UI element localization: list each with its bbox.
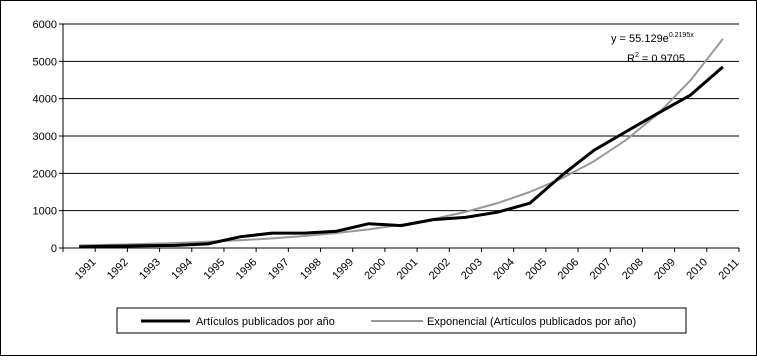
series-lines bbox=[79, 38, 724, 249]
x-tick-label-1995: 1995 bbox=[201, 256, 227, 282]
equation-text: y = 55.129e bbox=[611, 33, 669, 45]
legend-label-articulos: Artículos publicados por año bbox=[196, 316, 335, 328]
x-tick-label-2010: 2010 bbox=[684, 256, 710, 282]
axes bbox=[59, 23, 740, 252]
y-tick-label-1000: 1000 bbox=[33, 206, 57, 218]
equation-exponent: 0.2195x bbox=[669, 32, 694, 39]
r2-superscript: 2 bbox=[635, 52, 639, 59]
x-tick-label-1992: 1992 bbox=[105, 256, 131, 282]
x-tick-label-1997: 1997 bbox=[266, 256, 292, 282]
series-line-articulos bbox=[79, 65, 724, 249]
x-tick-label-2002: 2002 bbox=[427, 256, 453, 282]
legend: Artículos publicados por año Exponencial… bbox=[116, 307, 687, 334]
y-tick-labels: 0 1000 2000 3000 4000 5000 6000 bbox=[33, 19, 57, 255]
x-tick-label-2011: 2011 bbox=[717, 257, 742, 282]
x-tick-label-2009: 2009 bbox=[652, 256, 678, 282]
r-squared-text: R2 = 0.9705 bbox=[627, 52, 685, 65]
x-tick-label-1998: 1998 bbox=[298, 256, 324, 282]
x-tick-label-2000: 2000 bbox=[362, 256, 388, 282]
x-tick-label-2004: 2004 bbox=[491, 256, 517, 282]
x-tick-label-2006: 2006 bbox=[556, 256, 582, 282]
gridlines bbox=[63, 23, 739, 212]
y-tick-label-2000: 2000 bbox=[33, 168, 57, 180]
x-tick-label-2008: 2008 bbox=[620, 256, 646, 282]
r2-value: = 0.9705 bbox=[639, 53, 685, 65]
x-tick-labels: 1991 1992 1993 1994 1995 1996 1997 1998 1999 2000… bbox=[73, 256, 742, 282]
y-tick-label-6000: 6000 bbox=[33, 19, 57, 31]
x-tick-label-2001: 2001 bbox=[395, 256, 421, 282]
y-tick-label-0: 0 bbox=[51, 243, 57, 255]
legend-label-exponencial: Exponencial (Artículos publicados por añ… bbox=[427, 316, 636, 328]
x-tick-label-2007: 2007 bbox=[588, 256, 614, 282]
x-tick-label-1999: 1999 bbox=[330, 256, 356, 282]
x-tick-label-1993: 1993 bbox=[137, 256, 163, 282]
y-tick-label-5000: 5000 bbox=[33, 56, 57, 68]
r2-label: R bbox=[627, 53, 635, 65]
y-tick-label-3000: 3000 bbox=[33, 131, 57, 143]
series-line-exponencial bbox=[79, 38, 724, 247]
x-tick-label-1994: 1994 bbox=[169, 256, 195, 282]
trendline-equation: y = 55.129e0.2195x bbox=[611, 32, 694, 45]
x-tick-label-2003: 2003 bbox=[459, 256, 485, 282]
y-tick-label-4000: 4000 bbox=[33, 94, 57, 106]
x-tick-label-1996: 1996 bbox=[234, 256, 260, 282]
x-tick-label-2005: 2005 bbox=[523, 256, 549, 282]
x-tick-label-1991: 1991 bbox=[73, 256, 99, 282]
